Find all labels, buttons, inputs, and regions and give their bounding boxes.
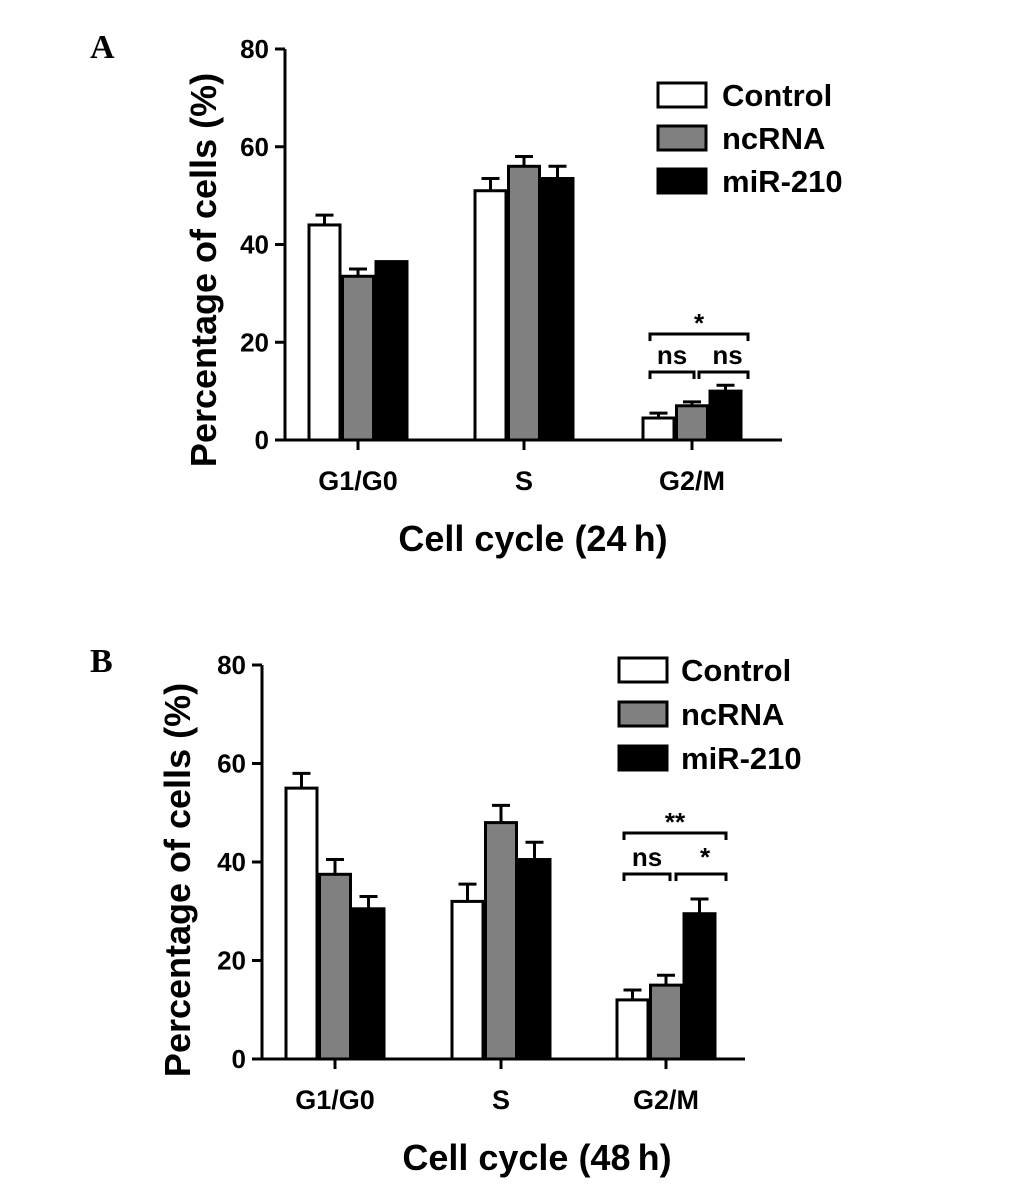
panel-b-legend-label: Control [681,653,791,688]
panel-a-x-tick-label: G1/G0 [318,466,398,496]
panel-b-sig-bracket-top [622,831,728,840]
panel-b-legend-swatch [617,744,669,772]
panel-b-bar-ncrna-g1-g0 [318,872,352,1061]
panel-a-y-axis-title: Percentage of cells (%) [183,73,224,467]
panel-a-bar-mir-210-s [540,177,575,442]
panel-b-y-tick-label: 0 [232,1044,246,1074]
panel-a-y-tick-label: 40 [240,230,269,260]
panel-a-bar-control-g1-g0 [307,223,342,442]
panel-b-sig-bracket-left [622,872,672,881]
panel-b-bar-mir-210-g2-m [682,912,717,1061]
panel-b: B Percentage of cells (%) Cell cycle (48… [90,643,802,1178]
panel-a-plot: 0 20 40 60 80 G1/G0 S G2/M Control ncRNA miR-210 ns… [240,34,843,496]
panel-b-y-tick-label: 40 [217,847,246,877]
panel-b-plot: 0 20 40 60 80 G1/G0 S G2/M Control ncRNA miR-210 ns… [217,650,802,1115]
panel-b-bar-mir-210-g1-g0 [351,907,386,1061]
panel-a-legend-swatch [656,81,708,109]
panel-b-bar-ncrna-g2-m [649,983,683,1061]
panel-a-x-tick-label: S [515,466,533,496]
panel-a-sig-bracket-top [648,332,750,341]
panel-b-legend-label: ncRNA [681,697,784,732]
panel-b-bar-mir-210-s [517,858,552,1061]
panel-a-legend-label: Control [722,78,832,113]
panel-a-legend-swatch [656,124,708,152]
panel-b-bar-ncrna-s [484,821,518,1061]
panel-a-bar-ncrna-s [507,164,541,442]
panel-a-sig-label-left: ns [657,340,687,370]
panel-b-x-axis-title: Cell cycle (48 h) [402,1137,671,1178]
panel-b-x-tick-label: S [492,1085,510,1115]
panel-a-y-tick-label: 0 [255,425,269,455]
panel-a-legend-label: miR-210 [722,164,843,199]
panel-b-bar-control-s [450,899,485,1061]
panel-a-bar-control-g2-m [641,416,676,442]
panel-b-x-tick-label: G1/G0 [295,1085,375,1115]
panel-a-bar-mir-210-g1-g0 [374,260,409,442]
panel-b-bar-control-g1-g0 [284,786,319,1061]
panel-a-sig-label-right: ns [712,340,742,370]
panel-b-sig-label-right: * [700,842,711,872]
panel-a-sig-bracket-left [648,370,696,379]
panel-a: A Percentage of cells (%) Cell cycle (24… [90,29,843,559]
panel-b-legend-swatch [617,700,669,728]
panel-b-y-axis-title: Percentage of cells (%) [157,683,198,1077]
panel-a-bar-ncrna-g1-g0 [341,274,375,442]
panel-b-y-tick-label: 60 [217,749,246,779]
panel-a-sig-bracket-right [697,370,750,379]
panel-a-bar-ncrna-g2-m [675,404,709,442]
panel-b-bar-control-g2-m [615,998,650,1061]
panel-a-letter: A [90,29,115,66]
panel-a-x-tick-label: G2/M [659,466,725,496]
panel-b-y-tick-label: 80 [217,650,246,680]
panel-b-legend-label: miR-210 [681,741,802,776]
panel-b-sig-bracket-right [674,872,728,881]
panel-a-bar-control-s [473,189,508,442]
panel-a-x-axis-title: Cell cycle (24 h) [398,518,667,559]
panel-a-legend-swatch [656,167,708,195]
panel-a-bar-mir-210-g2-m [708,389,743,442]
panel-b-legend-swatch [617,656,669,684]
panel-a-y-tick-label: 60 [240,132,269,162]
panel-b-sig-label-left: ns [632,842,662,872]
panel-b-x-tick-label: G2/M [633,1085,699,1115]
panel-a-y-tick-label: 20 [240,327,269,357]
panel-a-legend-label: ncRNA [722,121,825,156]
panel-a-y-tick-label: 80 [240,34,269,64]
panel-b-sig-label-top: ** [665,807,686,837]
panel-b-y-tick-label: 20 [217,946,246,976]
panel-a-sig-label-top: * [694,308,705,338]
panel-b-letter: B [90,643,113,680]
